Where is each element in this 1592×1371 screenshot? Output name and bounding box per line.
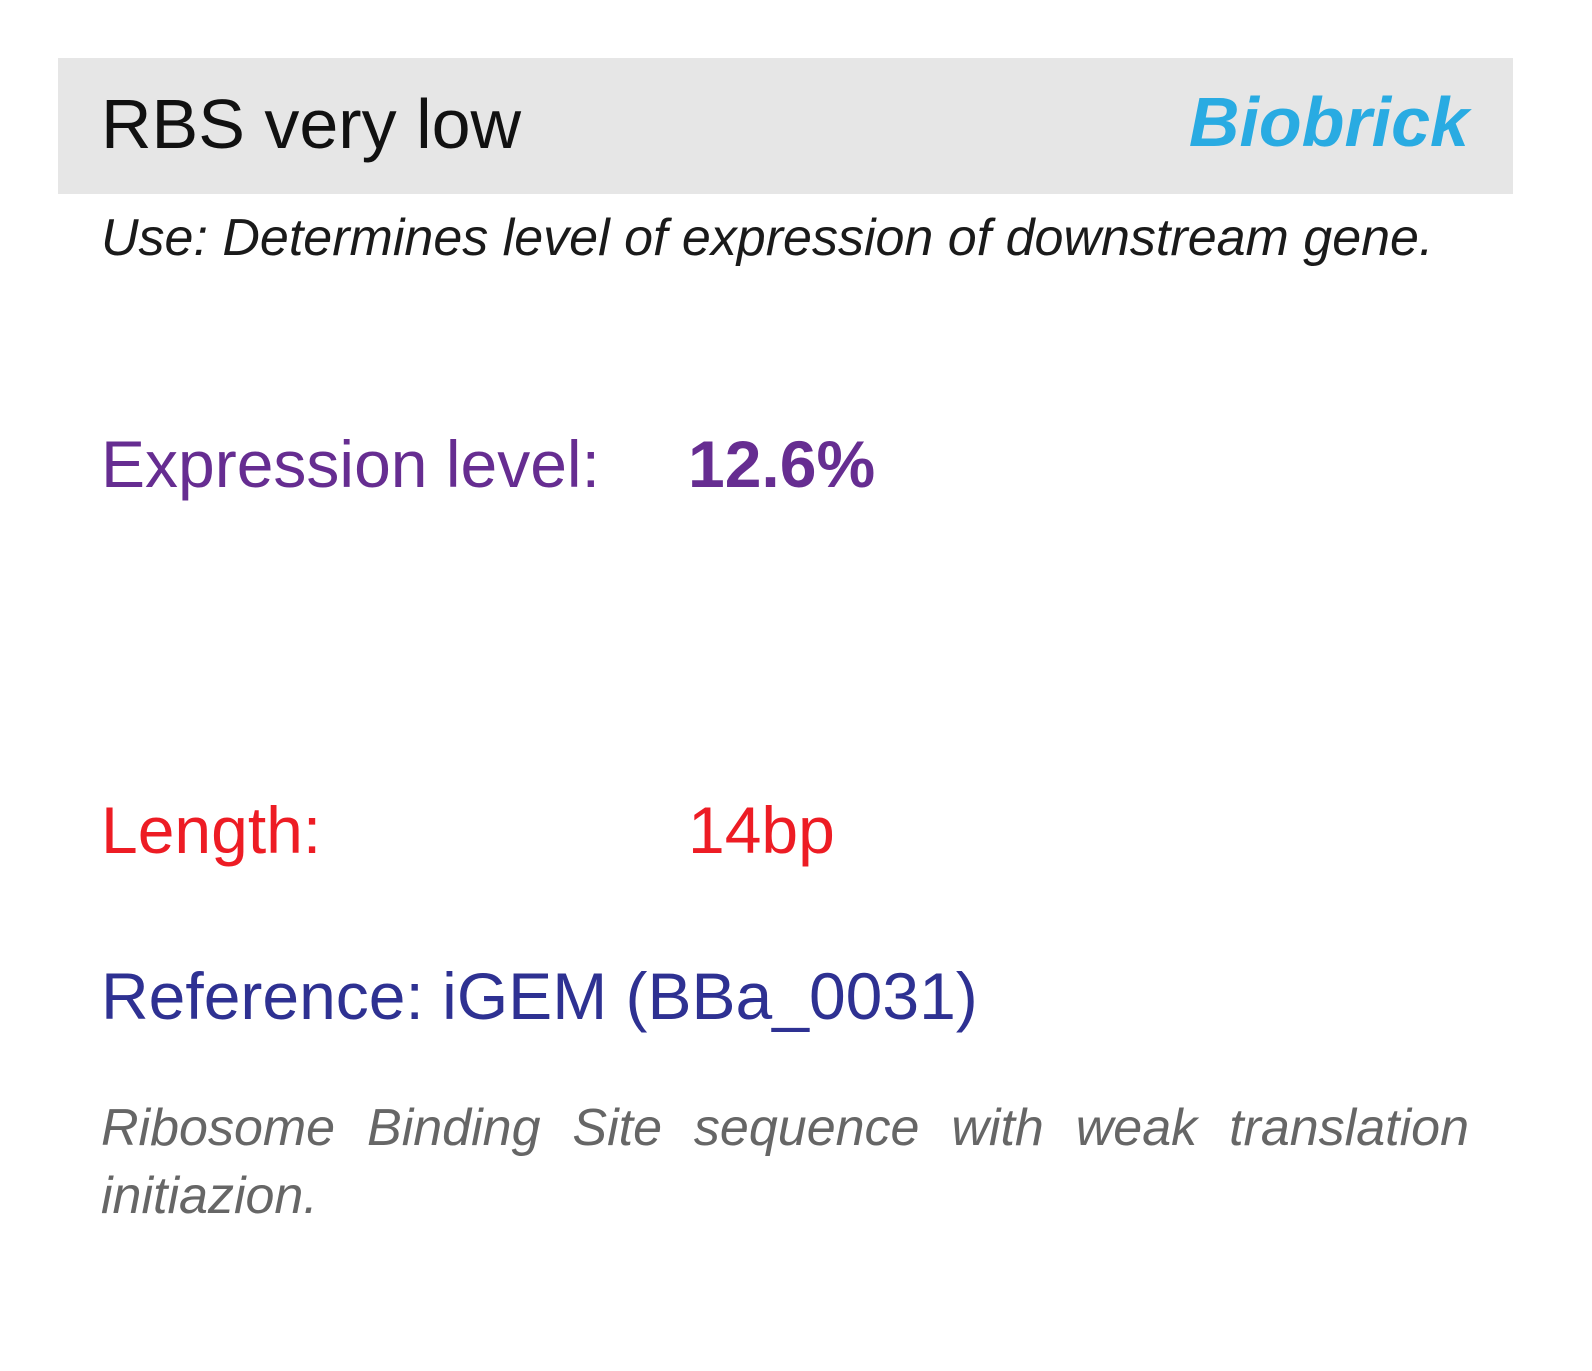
biobrick-label: Biobrick <box>1188 83 1469 161</box>
header-bar: RBS very low Biobrick <box>58 58 1513 194</box>
expression-level-value: 12.6% <box>688 427 876 501</box>
reference-text: Reference: iGEM (BBa_0031) <box>101 959 978 1033</box>
use-description: Use: Determines level of expression of d… <box>101 209 1434 267</box>
part-title: RBS very low <box>101 85 522 163</box>
part-description: Ribosome Binding Site sequence with weak… <box>101 1099 1469 1225</box>
expression-level-label: Expression level: <box>101 427 600 501</box>
length-label: Length: <box>101 793 322 867</box>
length-value: 14bp <box>688 793 835 867</box>
